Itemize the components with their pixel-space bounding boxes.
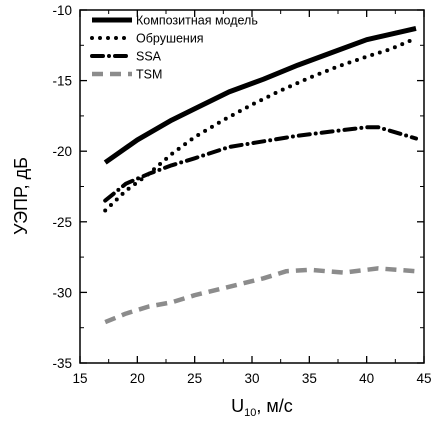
series-line-3 bbox=[104, 266, 417, 325]
x-tick-label: 45 bbox=[416, 371, 431, 386]
series-line-2 bbox=[103, 125, 418, 203]
y-tick-label: -30 bbox=[52, 285, 72, 300]
legend-label-1: Обрушения bbox=[136, 32, 204, 46]
x-axis-title-main: U bbox=[231, 396, 244, 416]
legend-label-2: SSA bbox=[136, 50, 162, 64]
x-tick-label: 20 bbox=[130, 371, 145, 386]
x-tick-label: 40 bbox=[359, 371, 374, 386]
y-tick-label: -25 bbox=[52, 215, 72, 230]
x-tick-label: 30 bbox=[244, 371, 259, 386]
x-tick-label: 35 bbox=[302, 371, 317, 386]
legend-label-3: TSM bbox=[136, 68, 162, 82]
legend: Композитная модель Обрушения SSA TSM bbox=[90, 14, 258, 82]
y-tick-label: -20 bbox=[52, 144, 72, 159]
x-axis-title: U10, м/с bbox=[231, 396, 293, 419]
x-tick-label: 15 bbox=[72, 371, 87, 386]
x-axis-title-subscript: 10 bbox=[244, 407, 256, 419]
y-axis-title: УЭПР, дБ bbox=[11, 157, 31, 235]
y-tick-label: -10 bbox=[52, 3, 72, 18]
tick-labels: 15 20 25 30 35 40 45 -35 -30 -25 -20 -15 -10 bbox=[52, 3, 431, 386]
series-line-1 bbox=[103, 36, 418, 213]
series-layer bbox=[103, 25, 418, 325]
axis-ticks bbox=[79, 9, 425, 364]
x-tick-label: 25 bbox=[187, 371, 202, 386]
legend-label-0: Композитная модель bbox=[136, 14, 258, 28]
series-line-0 bbox=[103, 25, 417, 165]
x-axis-title-unit: , м/с bbox=[256, 396, 292, 416]
y-tick-label: -35 bbox=[52, 356, 72, 371]
y-tick-label: -15 bbox=[52, 74, 72, 89]
